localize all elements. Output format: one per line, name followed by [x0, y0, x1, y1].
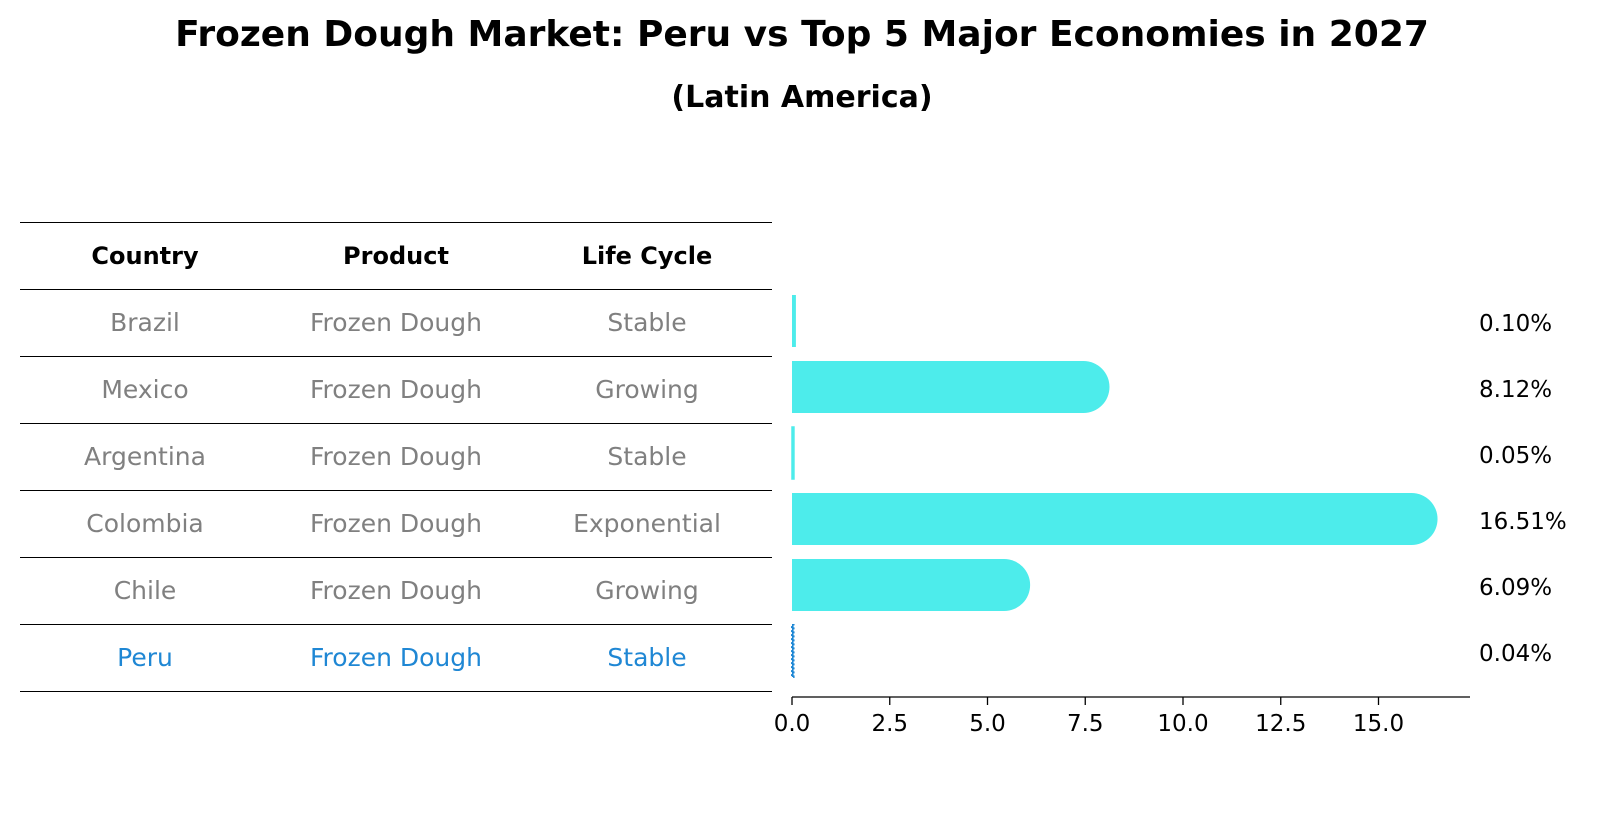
life-cycle-cell: Growing: [595, 576, 699, 605]
value-label: 0.05%: [1479, 443, 1552, 469]
table-header-row: Country Product Life Cycle: [20, 222, 772, 289]
product-cell: Frozen Dough: [310, 643, 482, 672]
life-cycle-cell: Stable: [607, 643, 687, 672]
country-cell: Mexico: [101, 375, 189, 404]
bar-mexico: [792, 361, 1110, 413]
chart-subtitle: (Latin America): [671, 80, 933, 115]
life-cycle-cell: Stable: [607, 308, 687, 337]
bar-argentina: [791, 426, 795, 480]
value-label: 6.09%: [1479, 575, 1552, 601]
life-cycle-cell: Stable: [607, 442, 687, 471]
x-tick-label: 5.0: [969, 711, 1006, 737]
value-label: 16.51%: [1479, 509, 1567, 535]
table-row: Brazil Frozen Dough Stable: [20, 289, 772, 356]
table-row: Mexico Frozen Dough Growing: [20, 356, 772, 423]
header-life-cycle: Life Cycle: [581, 242, 713, 270]
product-cell: Frozen Dough: [310, 308, 482, 337]
x-tick-label: 12.5: [1255, 711, 1306, 737]
x-tick-label: 2.5: [871, 711, 908, 737]
x-tick-label: 0.0: [774, 711, 811, 737]
header-country: Country: [91, 242, 199, 270]
country-cell: Colombia: [86, 509, 204, 538]
country-cell: Chile: [113, 576, 177, 605]
value-label: 0.10%: [1479, 311, 1552, 337]
value-label: 8.12%: [1479, 377, 1552, 403]
product-cell: Frozen Dough: [310, 509, 482, 538]
data-table: Country Product Life Cycle Brazil Frozen…: [20, 222, 772, 692]
bar-chile: [792, 559, 1031, 611]
country-cell: Peru: [117, 643, 173, 672]
life-cycle-cell: Growing: [595, 375, 699, 404]
x-tick-label: 10.0: [1157, 711, 1208, 737]
table-row: Argentina Frozen Dough Stable: [20, 423, 772, 490]
product-cell: Frozen Dough: [310, 576, 482, 605]
value-label: 0.04%: [1479, 641, 1552, 667]
x-tick-label: 15.0: [1353, 711, 1404, 737]
life-cycle-cell: Exponential: [573, 509, 721, 538]
bar-colombia: [792, 493, 1438, 545]
table-row: Chile Frozen Dough Growing: [20, 557, 772, 624]
header-product: Product: [343, 242, 449, 270]
table-row-highlight: Peru Frozen Dough Stable: [20, 624, 772, 692]
x-tick-label: 7.5: [1067, 711, 1104, 737]
country-cell: Brazil: [110, 308, 180, 337]
product-cell: Frozen Dough: [310, 442, 482, 471]
chart-title: Frozen Dough Market: Peru vs Top 5 Major…: [175, 14, 1429, 55]
product-cell: Frozen Dough: [310, 375, 482, 404]
bar-brazil: [792, 295, 796, 347]
table-row: Colombia Frozen Dough Exponential: [20, 490, 772, 557]
country-cell: Argentina: [84, 442, 206, 471]
bar-peru: [791, 624, 795, 678]
